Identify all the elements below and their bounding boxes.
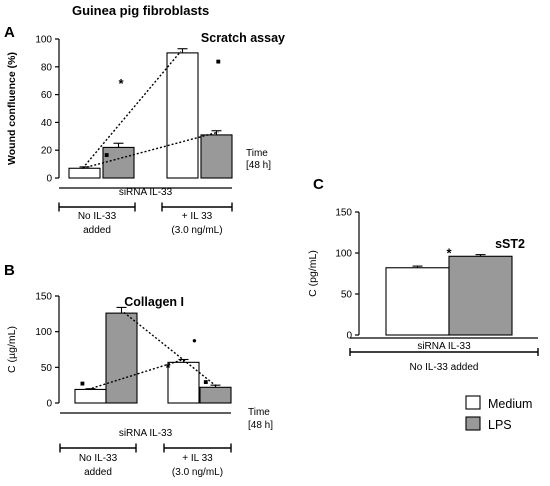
category-label: + IL 33 <box>182 211 213 222</box>
y-tick-label: 0 <box>346 331 352 342</box>
chart-title: Collagen I <box>124 295 184 309</box>
y-tick-label: 150 <box>35 292 52 303</box>
bar <box>199 386 232 404</box>
figure-title: Guinea pig fibroblasts <box>72 3 209 18</box>
panel-letter: B <box>4 262 15 279</box>
legend-label-lps: LPS <box>488 418 512 432</box>
bar <box>448 255 513 336</box>
trend-line <box>87 359 182 391</box>
panel-letter: C <box>313 176 324 193</box>
bar <box>167 361 200 404</box>
legend-swatch-lps <box>465 416 481 431</box>
bar <box>105 312 138 404</box>
significance-marker: ■ <box>216 57 221 66</box>
category-label: (3.0 ng/mL) <box>172 467 223 478</box>
category-label: No IL-33 <box>79 453 118 464</box>
bar <box>200 134 233 179</box>
significance-marker: * <box>446 245 452 260</box>
y-axis-label: Wound confluence (%) <box>6 52 18 165</box>
y-tick-label: 50 <box>41 363 53 374</box>
chart-title: sST2 <box>495 237 525 251</box>
y-tick-label: 100 <box>35 35 52 46</box>
significance-marker: ■ <box>104 150 109 159</box>
bar <box>166 52 199 179</box>
trend-line <box>82 51 182 169</box>
significance-marker: ■ <box>80 379 85 388</box>
category-label: added <box>84 467 112 478</box>
time-label: Time <box>248 407 270 418</box>
y-tick-label: 20 <box>41 146 53 157</box>
bar <box>102 146 135 179</box>
y-tick-label: 40 <box>41 118 53 129</box>
chart-panel-b: B Collagen I 0 50 100 150 C (µg/mL) * ■ ● ■ Time [48… <box>4 262 273 478</box>
category-label: (3.0 ng/mL) <box>171 225 222 236</box>
time-label: Time <box>246 148 268 159</box>
significance-marker: * <box>118 76 124 91</box>
bar <box>385 267 450 336</box>
y-tick-label: 100 <box>35 327 52 338</box>
y-tick-label: 80 <box>41 62 53 73</box>
y-tick-label: 0 <box>46 399 52 410</box>
category-label: No IL-33 added <box>410 362 479 373</box>
significance-marker: ■ <box>203 378 208 387</box>
y-axis-label: C (pg/mL) <box>307 250 319 297</box>
y-tick-label: 0 <box>46 174 52 185</box>
y-tick-label: 100 <box>335 249 352 260</box>
category-label: No IL-33 <box>78 211 117 222</box>
category-label: added <box>83 225 111 236</box>
legend-swatch-medium <box>465 395 481 410</box>
legend-label-medium: Medium <box>488 397 532 411</box>
y-tick-label: 150 <box>335 208 352 219</box>
chart-title: Scratch assay <box>201 31 285 45</box>
time-value: [48 h] <box>248 420 273 431</box>
group-label: siRNA IL-33 <box>417 341 471 352</box>
significance-marker: ● <box>192 336 197 345</box>
trend-line <box>123 311 219 388</box>
time-value: [48 h] <box>246 160 271 171</box>
significance-marker: * <box>165 360 171 375</box>
bar <box>68 167 101 179</box>
group-label: siRNA IL-33 <box>119 187 173 198</box>
category-label: + IL 33 <box>182 453 213 464</box>
legend: Medium LPS <box>465 395 532 432</box>
chart-panel-a: A Scratch assay 0 20 40 60 80 100 Wound confluen… <box>4 24 285 236</box>
y-tick-label: 60 <box>41 90 53 101</box>
trend-line <box>82 131 219 169</box>
panel-letter: A <box>4 24 15 41</box>
y-axis-label: C (µg/mL) <box>6 326 18 373</box>
bar <box>74 388 107 404</box>
y-tick-label: 50 <box>341 290 353 301</box>
group-label: siRNA IL-33 <box>119 428 173 439</box>
